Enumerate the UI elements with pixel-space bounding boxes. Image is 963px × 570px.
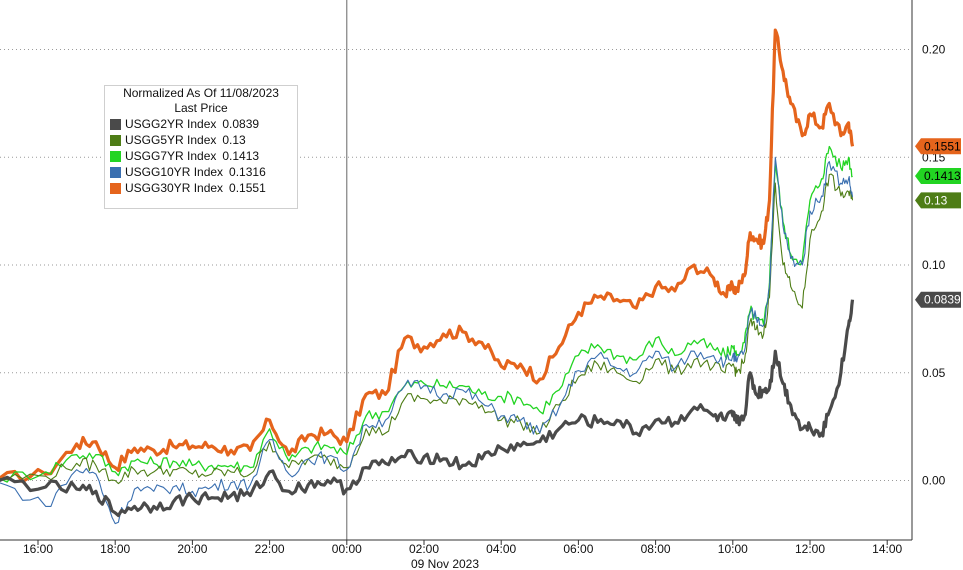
x-tick-label: 12:00 [795,542,825,556]
legend-subtitle: Last Price [174,101,228,115]
last-price-tag: 0.1413 [915,167,961,184]
last-price-tag: 0.13 [915,192,961,209]
last-price-tag-bg [915,192,961,209]
last-price-tag-bg [915,167,961,184]
legend-swatch [110,182,121,194]
legend-title: Normalized As Of 11/08/2023 [123,86,279,100]
y-tick-label: 0.00 [922,474,946,488]
legend: Normalized As Of 11/08/2023 Last Price U… [104,85,298,209]
legend-swatch [110,150,121,162]
legend-entry: USGG2YR Index 0.0839 [105,116,297,132]
legend-entry-value: 0.13 [222,133,246,147]
x-tick-label: 16:00 [23,542,53,556]
legend-entry-value: 0.0839 [222,117,260,131]
legend-entry-value: 0.1413 [222,149,260,163]
last-price-tag-label: 0.0839 [924,293,961,307]
last-price-tag-bg [915,138,961,155]
last-price-tag-label: 0.1551 [924,139,961,153]
last-price-tag-label: 0.13 [924,193,948,207]
legend-entry: USGG5YR Index 0.13 [105,132,297,148]
x-tick-label: 18:00 [100,542,130,556]
legend-entry-value: 0.1316 [229,165,266,179]
x-tick-label: 14:00 [872,542,902,556]
y-tick-label: 0.20 [922,43,946,57]
legend-swatch [110,118,121,130]
series-lines [0,28,855,525]
legend-swatch [110,134,121,146]
legend-entry: USGG7YR Index 0.1413 [105,148,297,164]
legend-entry: USGG30YR Index 0.1551 [105,180,297,196]
x-axis-title: 09 Nov 2023 [411,557,479,570]
y-tick-label: 0.10 [922,258,946,272]
last-price-tags: 0.1551 0.1413 0.13 0.0839 [915,138,961,308]
y-tick-label: 0.05 [922,366,946,380]
last-price-tag: 0.1551 [915,138,961,155]
series-line [0,28,855,484]
x-tick-label: 10:00 [718,542,748,556]
x-tick-label: 00:00 [332,542,362,556]
legend-entry-label: USGG30YR Index [125,181,224,195]
last-price-tag: 0.0839 [915,291,961,308]
x-tick-label: 04:00 [486,542,516,556]
series-line [0,156,854,525]
x-tick-label: 02:00 [409,542,439,556]
x-tick-label: 20:00 [177,542,207,556]
series-line [0,173,854,485]
legend-entry-label: USGG5YR Index [125,133,217,147]
last-price-tag-bg [915,291,961,308]
legend-entry-value: 0.1551 [229,181,266,195]
series-line [0,145,853,483]
series-line [0,299,855,518]
legend-entry-label: USGG2YR Index [125,117,217,131]
x-tick-label: 08:00 [641,542,671,556]
legend-swatch [110,166,121,178]
legend-entry: USGG10YR Index 0.1316 [105,164,297,180]
legend-entry-label: USGG7YR Index [125,149,217,163]
legend-entry-label: USGG10YR Index [125,165,224,179]
x-tick-label: 22:00 [255,542,285,556]
last-price-tag-label: 0.1413 [924,169,961,183]
x-tick-label: 06:00 [563,542,593,556]
